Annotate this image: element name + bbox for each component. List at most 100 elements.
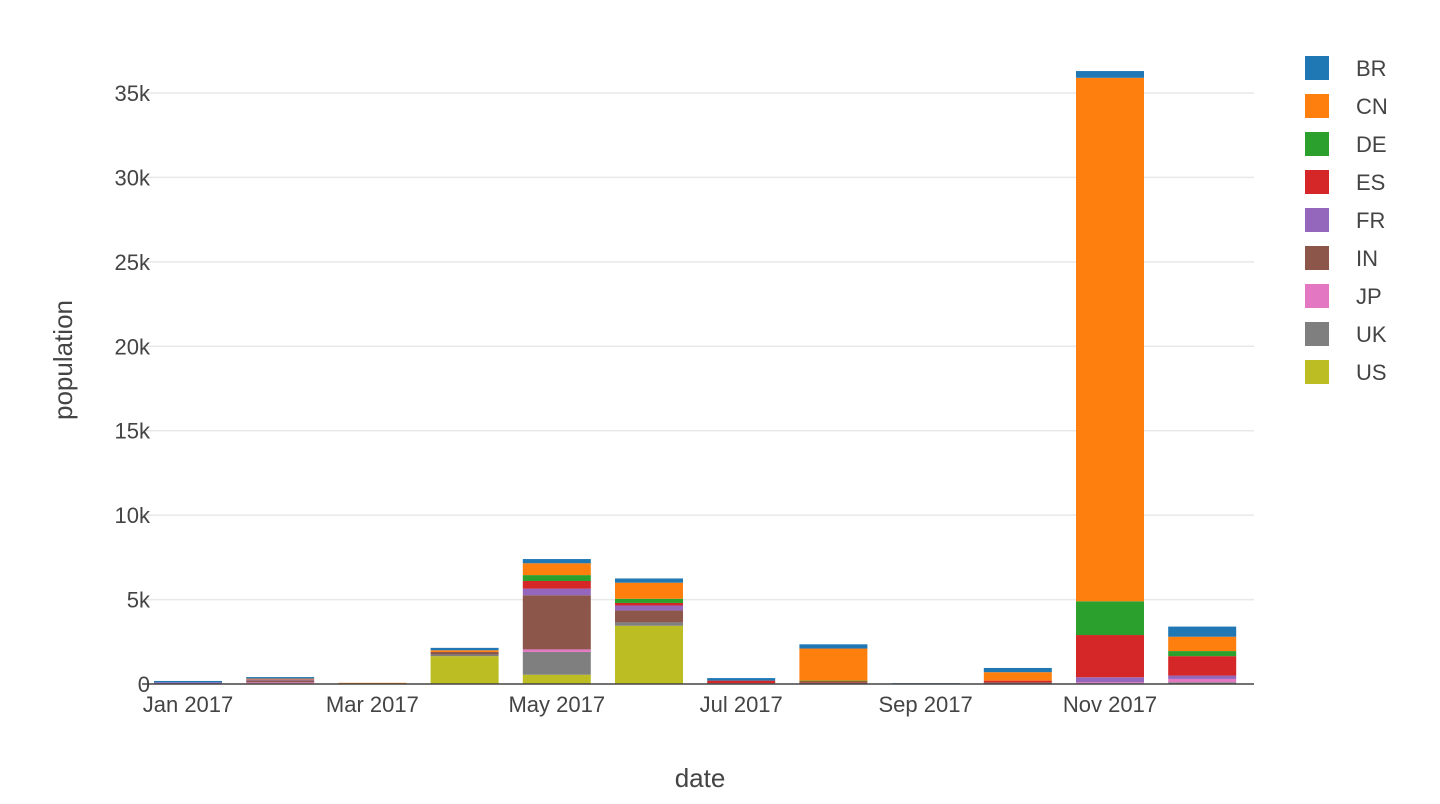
bar-segment-br-2017-12[interactable] [1168, 626, 1237, 637]
legend-swatch [1305, 132, 1329, 156]
bar-segment-jp-2017-11[interactable] [1076, 682, 1144, 684]
bar-segment-jp-2017-05[interactable] [522, 649, 591, 652]
legend-label: BR [1356, 56, 1387, 81]
bar-segment-cn-2017-05[interactable] [522, 563, 591, 576]
legend-swatch [1305, 56, 1329, 80]
y-tick-label: 15k [115, 419, 151, 444]
legend-item-es[interactable]: ES [1305, 170, 1385, 195]
bar-segment-de-2017-05[interactable] [522, 575, 591, 581]
bar-segment-fr-2017-06[interactable] [615, 605, 683, 611]
bar-segment-cn-2017-02[interactable] [246, 678, 315, 680]
legend-swatch [1305, 246, 1329, 270]
y-tick-label: 0 [138, 672, 150, 697]
bar-stack-2017-08 [799, 644, 868, 684]
bar-segment-fr-2017-11[interactable] [1076, 677, 1144, 683]
bar-segment-jp-2017-02[interactable] [246, 682, 315, 684]
bar-segment-br-2017-10[interactable] [983, 667, 1052, 673]
legend-swatch [1305, 208, 1329, 232]
bar-segment-uk-2017-12[interactable] [1168, 682, 1237, 684]
bar-segment-br-2017-11[interactable] [1076, 71, 1144, 78]
bar-segment-es-2017-06[interactable] [615, 602, 683, 606]
bar-segment-cn-2017-11[interactable] [1076, 77, 1144, 602]
legend-item-de[interactable]: DE [1305, 132, 1387, 157]
legend[interactable]: BR CN DE ES FR IN JP UK US [1305, 56, 1388, 385]
bar-segment-uk-2017-04[interactable] [430, 654, 499, 657]
bar-segment-br-2017-06[interactable] [615, 578, 683, 583]
legend-item-jp[interactable]: JP [1305, 284, 1382, 309]
legend-swatch [1305, 94, 1329, 118]
bar-segment-fr-2017-01[interactable] [154, 682, 222, 684]
legend-item-us[interactable]: US [1305, 360, 1387, 385]
bar-segment-cn-2017-04[interactable] [430, 650, 499, 652]
bar-stack-2017-06 [615, 578, 683, 684]
bar-segment-in-2017-05[interactable] [522, 595, 591, 650]
y-gridlines [142, 92, 1254, 601]
legend-item-in[interactable]: IN [1305, 246, 1378, 271]
y-tick-label: 20k [115, 334, 151, 359]
bar-segment-fr-2017-05[interactable] [522, 588, 591, 596]
x-tick-label: May 2017 [508, 692, 605, 717]
bar-stack-2017-02 [246, 677, 315, 684]
bar-segment-in-2017-04[interactable] [430, 651, 499, 655]
bar-segment-de-2017-06[interactable] [615, 598, 683, 603]
bar-stack-2017-04 [430, 647, 499, 684]
bar-stack-2017-07 [707, 678, 776, 684]
bar-stack-2017-10 [983, 667, 1052, 684]
legend-item-fr[interactable]: FR [1305, 208, 1385, 233]
x-axis-title: date [675, 763, 726, 793]
bar-segment-de-2017-12[interactable] [1168, 651, 1237, 657]
bar-stack-2017-01 [154, 680, 222, 684]
bar-segment-in-2017-02[interactable] [246, 680, 315, 683]
bar-segment-in-2017-08[interactable] [799, 682, 868, 684]
bar-stack-2017-12 [1168, 626, 1237, 684]
bar-segment-br-2017-02[interactable] [246, 677, 315, 679]
bar-segment-es-2017-07[interactable] [707, 680, 776, 684]
x-tick-label: Nov 2017 [1063, 692, 1157, 717]
legend-item-uk[interactable]: UK [1305, 322, 1387, 347]
x-tick-label: Sep 2017 [878, 692, 972, 717]
bar-segment-br-2017-05[interactable] [522, 559, 591, 564]
y-tick-label: 35k [115, 81, 151, 106]
bar-segment-cn-2017-12[interactable] [1168, 636, 1237, 652]
bar-segment-us-2017-05[interactable] [522, 674, 591, 684]
bar-segment-es-2017-05[interactable] [522, 580, 591, 589]
legend-label: US [1356, 360, 1387, 385]
bar-segment-de-2017-08[interactable] [799, 680, 868, 682]
bar-segment-cn-2017-08[interactable] [799, 648, 868, 681]
bar-segment-br-2017-07[interactable] [707, 678, 776, 681]
bar-segment-es-2017-11[interactable] [1076, 635, 1144, 678]
bar-segment-us-2017-04[interactable] [430, 656, 499, 684]
bar-segment-br-2017-01[interactable] [154, 680, 222, 683]
x-tick-label: Jul 2017 [700, 692, 783, 717]
bar-segment-uk-2017-06[interactable] [615, 622, 683, 626]
bar-segment-es-2017-10[interactable] [983, 680, 1052, 683]
y-tick-label: 25k [115, 250, 151, 275]
bar-segment-es-2017-08[interactable] [799, 681, 868, 683]
y-tick-label: 10k [115, 503, 151, 528]
bar-segment-cn-2017-10[interactable] [983, 672, 1052, 681]
bar-segment-br-2017-04[interactable] [430, 647, 499, 651]
legend-item-br[interactable]: BR [1305, 56, 1387, 81]
bar-segment-br-2017-08[interactable] [799, 644, 868, 649]
bar-stack-2017-11 [1076, 71, 1144, 684]
bar-segment-es-2017-12[interactable] [1168, 656, 1237, 676]
bar-segment-uk-2017-05[interactable] [522, 651, 591, 675]
bar-stacks [154, 71, 1237, 684]
bar-segment-jp-2017-12[interactable] [1168, 678, 1237, 683]
legend-label: CN [1356, 94, 1388, 119]
bar-segment-in-2017-06[interactable] [615, 610, 683, 623]
bar-segment-cn-2017-06[interactable] [615, 582, 683, 599]
legend-swatch [1305, 170, 1329, 194]
bar-segment-de-2017-11[interactable] [1076, 601, 1144, 636]
legend-label: FR [1356, 208, 1385, 233]
legend-label: DE [1356, 132, 1387, 157]
y-tick-label: 5k [127, 588, 151, 613]
bar-segment-in-2017-10[interactable] [983, 682, 1052, 684]
x-tick-label: Jan 2017 [143, 692, 234, 717]
bar-segment-fr-2017-12[interactable] [1168, 675, 1237, 679]
legend-item-cn[interactable]: CN [1305, 94, 1388, 119]
bar-segment-fr-2017-02[interactable] [246, 679, 315, 681]
bar-segment-us-2017-06[interactable] [615, 625, 683, 684]
legend-label: UK [1356, 322, 1387, 347]
